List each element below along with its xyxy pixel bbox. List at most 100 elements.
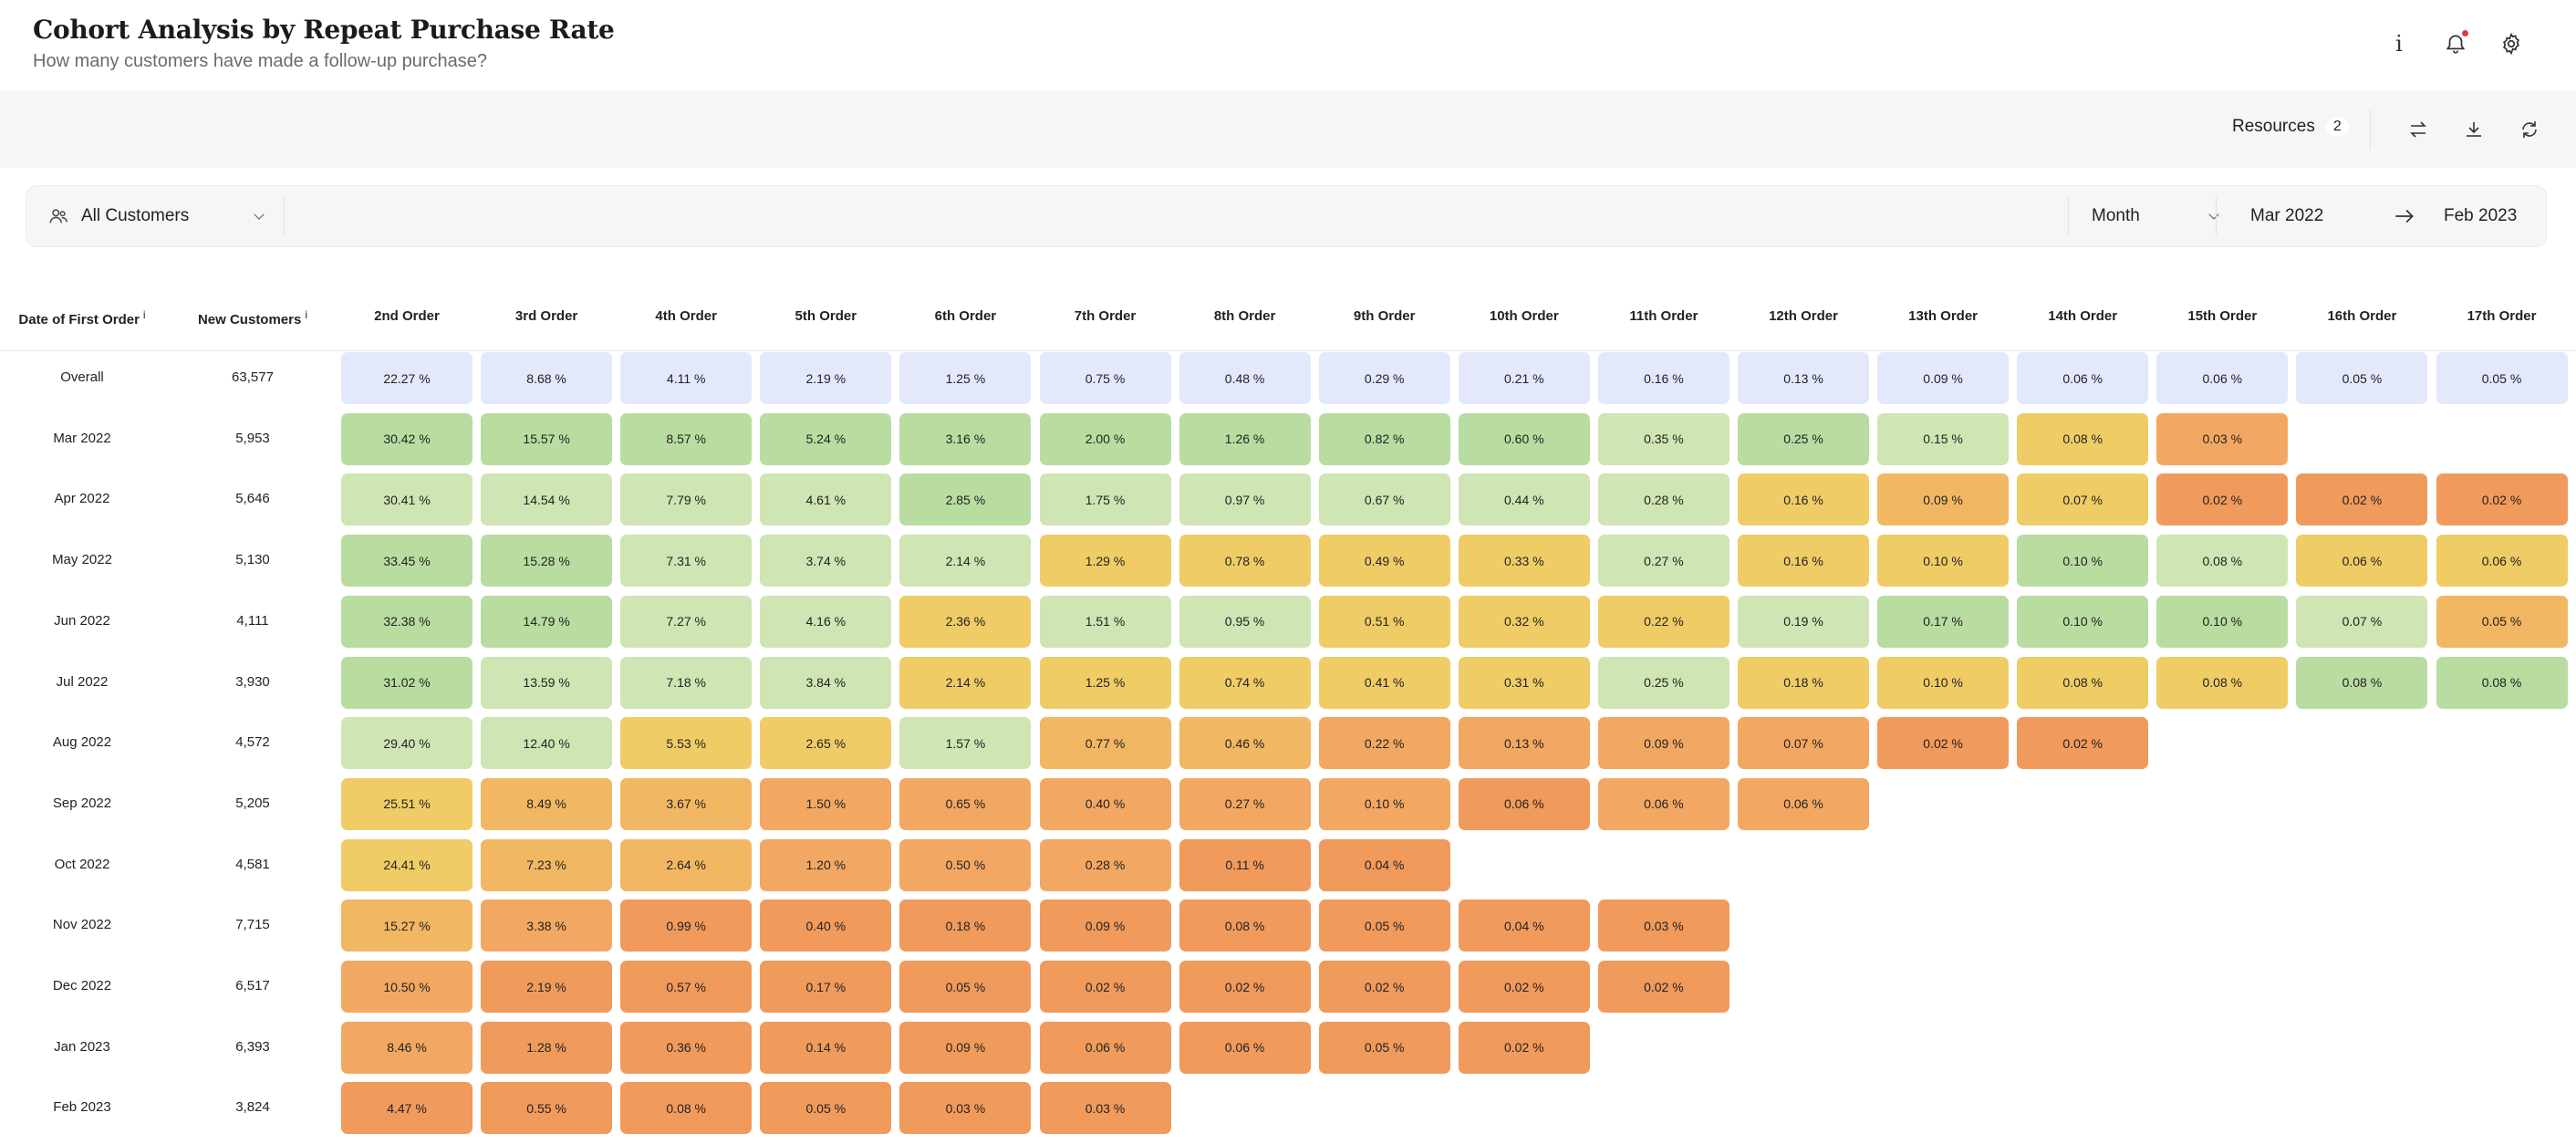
cohort-cell[interactable]: 0.55 % [481,1082,613,1135]
cohort-cell[interactable]: 0.08 % [620,1082,753,1135]
cohort-cell[interactable]: 0.13 % [1738,352,1869,404]
cohort-cell[interactable]: 0.15 % [1877,412,2010,465]
refresh-icon[interactable] [2513,113,2546,146]
cohort-cell[interactable]: 3.16 % [899,412,1032,465]
cohort-cell[interactable]: 0.67 % [1318,473,1450,526]
cohort-cell[interactable]: 0.03 % [1597,900,1729,952]
cohort-cell[interactable]: 0.10 % [1877,656,2010,709]
cohort-cell[interactable]: 0.78 % [1179,535,1311,588]
cohort-cell[interactable]: 2.14 % [899,656,1032,709]
cohort-cell[interactable]: 0.07 % [2017,473,2149,526]
cohort-cell[interactable]: 0.02 % [1318,961,1450,1013]
cohort-cell[interactable]: 0.46 % [1179,717,1311,770]
cohort-cell[interactable]: 0.33 % [1458,535,1590,588]
cohort-cell[interactable]: 0.32 % [1458,595,1590,648]
cohort-cell[interactable]: 0.02 % [1877,717,2010,770]
cohort-cell[interactable]: 0.11 % [1179,838,1311,891]
cohort-cell[interactable]: 0.08 % [2436,656,2568,709]
cohort-cell[interactable]: 0.09 % [1877,473,2010,526]
cohort-cell[interactable]: 7.79 % [620,473,753,526]
cohort-cell[interactable]: 2.19 % [481,961,613,1013]
cohort-cell[interactable]: 0.08 % [2017,656,2149,709]
cohort-cell[interactable]: 3.38 % [481,900,613,952]
cohort-cell[interactable]: 0.06 % [2017,352,2149,404]
gear-icon[interactable] [2495,27,2528,60]
cohort-cell[interactable]: 15.57 % [481,412,613,465]
cohort-cell[interactable]: 10.50 % [341,961,473,1013]
info-icon[interactable]: i [2383,27,2415,60]
cohort-cell[interactable]: 3.74 % [760,535,892,588]
cohort-cell[interactable]: 0.75 % [1039,352,1171,404]
cohort-cell[interactable]: 4.47 % [341,1082,473,1135]
cohort-cell[interactable]: 0.02 % [1039,961,1171,1013]
cohort-cell[interactable]: 0.10 % [2017,595,2149,648]
cohort-cell[interactable]: 0.02 % [2156,473,2289,526]
cohort-cell[interactable]: 0.40 % [1039,777,1171,830]
cohort-cell[interactable]: 3.67 % [620,777,753,830]
cohort-cell[interactable]: 1.57 % [899,717,1032,770]
cohort-cell[interactable]: 0.06 % [2296,535,2428,588]
cohort-cell[interactable]: 0.09 % [1039,900,1171,952]
cohort-cell[interactable]: 0.02 % [2017,717,2149,770]
cohort-cell[interactable]: 29.40 % [341,717,473,770]
cohort-cell[interactable]: 14.79 % [481,595,613,648]
cohort-cell[interactable]: 0.06 % [1738,777,1869,830]
cohort-cell[interactable]: 0.29 % [1318,352,1450,404]
cohort-cell[interactable]: 0.10 % [2017,535,2149,588]
cohort-cell[interactable]: 0.99 % [620,900,753,952]
cohort-cell[interactable]: 0.04 % [1458,900,1590,952]
cohort-cell[interactable]: 0.09 % [1877,352,2010,404]
cohort-cell[interactable]: 0.02 % [1458,1021,1590,1074]
cohort-cell[interactable]: 0.02 % [1179,961,1311,1013]
cohort-cell[interactable]: 1.75 % [1039,473,1171,526]
cohort-cell[interactable]: 0.07 % [2296,595,2428,648]
cohort-cell[interactable]: 0.74 % [1179,656,1311,709]
cohort-cell[interactable]: 0.25 % [1738,412,1869,465]
cohort-cell[interactable]: 0.41 % [1318,656,1450,709]
cohort-cell[interactable]: 0.28 % [1597,473,1729,526]
cohort-cell[interactable]: 5.53 % [620,717,753,770]
cohort-cell[interactable]: 25.51 % [341,777,473,830]
cohort-cell[interactable]: 30.42 % [341,412,473,465]
cohort-cell[interactable]: 3.84 % [760,656,892,709]
cohort-cell[interactable]: 0.06 % [2156,352,2289,404]
cohort-cell[interactable]: 0.05 % [1318,1021,1450,1074]
cohort-cell[interactable]: 4.61 % [760,473,892,526]
cohort-cell[interactable]: 0.07 % [1738,717,1869,770]
bell-icon[interactable] [2439,27,2472,60]
cohort-cell[interactable]: 0.08 % [2017,412,2149,465]
cohort-cell[interactable]: 31.02 % [341,656,473,709]
cohort-cell[interactable]: 0.36 % [620,1021,753,1074]
cohort-cell[interactable]: 0.03 % [1039,1082,1171,1135]
cohort-cell[interactable]: 2.65 % [760,717,892,770]
cohort-cell[interactable]: 0.09 % [899,1021,1032,1074]
cohort-cell[interactable]: 2.36 % [899,595,1032,648]
range-end-picker[interactable]: Feb 2023 [2444,186,2517,246]
cohort-cell[interactable]: 2.00 % [1039,412,1171,465]
cohort-cell[interactable]: 0.16 % [1738,535,1869,588]
cohort-cell[interactable]: 0.08 % [2156,656,2289,709]
cohort-cell[interactable]: 8.49 % [481,777,613,830]
cohort-cell[interactable]: 0.02 % [2296,473,2428,526]
cohort-cell[interactable]: 0.03 % [899,1082,1032,1135]
cohort-cell[interactable]: 0.65 % [899,777,1032,830]
cohort-cell[interactable]: 0.27 % [1597,535,1729,588]
cohort-cell[interactable]: 0.31 % [1458,656,1590,709]
cohort-cell[interactable]: 0.06 % [1039,1021,1171,1074]
cohort-cell[interactable]: 0.49 % [1318,535,1450,588]
cohort-cell[interactable]: 0.50 % [899,838,1032,891]
cohort-cell[interactable]: 1.29 % [1039,535,1171,588]
resources-button[interactable]: Resources 2 [2232,117,2349,137]
cohort-cell[interactable]: 0.18 % [1738,656,1869,709]
cohort-cell[interactable]: 0.44 % [1458,473,1590,526]
cohort-cell[interactable]: 0.27 % [1179,777,1311,830]
cohort-cell[interactable]: 5.24 % [760,412,892,465]
cohort-cell[interactable]: 0.05 % [760,1082,892,1135]
cohort-cell[interactable]: 0.18 % [899,900,1032,952]
cohort-cell[interactable]: 0.21 % [1458,352,1590,404]
cohort-cell[interactable]: 7.31 % [620,535,753,588]
cohort-cell[interactable]: 0.02 % [2436,473,2568,526]
cohort-cell[interactable]: 13.59 % [481,656,613,709]
cohort-cell[interactable]: 0.60 % [1458,412,1590,465]
cohort-cell[interactable]: 0.28 % [1039,838,1171,891]
